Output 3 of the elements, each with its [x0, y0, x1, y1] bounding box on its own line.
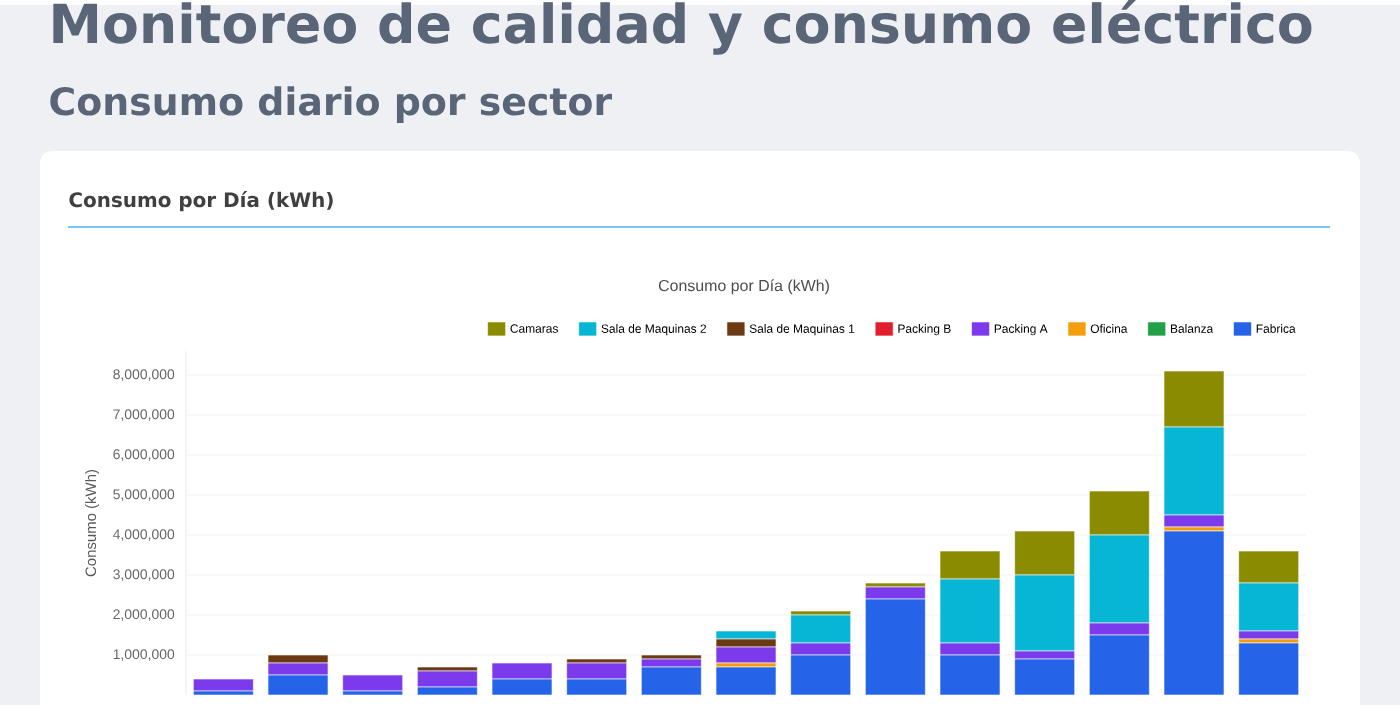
chart-subtitle: Consumo diario por sector [50, 86, 613, 124]
text: Consumo por Día (kWh) [69, 191, 333, 212]
chart-title: Monitoreo de calidad y consumo eléctrico [53, 0, 1312, 56]
